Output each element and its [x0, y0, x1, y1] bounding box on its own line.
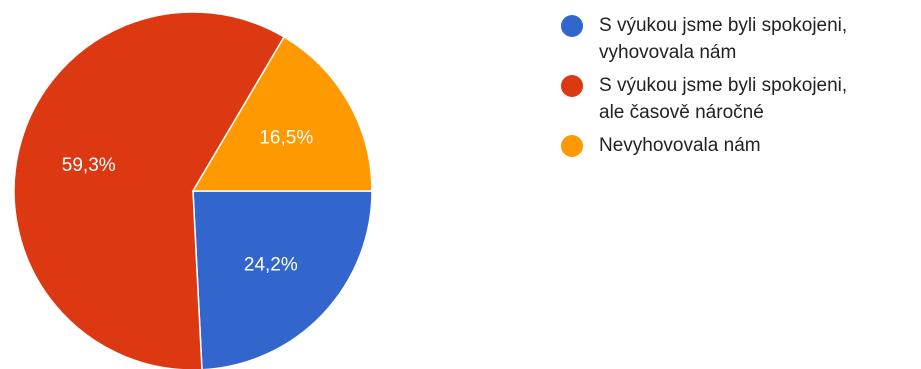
legend-item-spokojeni-narocne[interactable]: S výukou jsme byli spokojeni, ale časově… — [561, 72, 919, 126]
pie-slice-nevyhovovala[interactable] — [191, 35, 373, 192]
legend-swatch-red — [561, 75, 583, 97]
pie-slice-spokojeni-narocne[interactable] — [13, 11, 286, 369]
legend-label-line1: Nevyhovovala nám — [599, 135, 761, 156]
legend-label-line2: ale časově náročné — [599, 102, 764, 123]
legend-label: S výukou jsme byli spokojeni, ale časově… — [599, 72, 847, 126]
legend-label: S výukou jsme byli spokojeni, vyhovovala… — [599, 12, 847, 66]
legend-swatch-orange — [561, 135, 583, 157]
legend-label-line1: S výukou jsme byli spokojeni, — [599, 75, 848, 96]
pie-slice-value-label: 24,2% — [244, 255, 298, 276]
legend-item-nevyhovovala[interactable]: Nevyhovovala nám — [561, 132, 919, 159]
legend-swatch-blue — [561, 15, 583, 37]
legend-label-line1: S výukou jsme byli spokojeni, — [599, 15, 848, 36]
pie-slice-spokojeni-vyhovovala[interactable] — [192, 190, 373, 369]
pie-slice-value-label: 16,5% — [259, 127, 313, 148]
legend-label-line2: vyhovovala nám — [599, 42, 737, 63]
pie-slice-value-label: 59,3% — [62, 155, 116, 176]
pie-chart-plot: 24,2% 59,3% 16,5% — [13, 11, 373, 369]
legend-item-spokojeni-vyhovovala[interactable]: S výukou jsme byli spokojeni, vyhovovala… — [561, 12, 919, 66]
legend-label: Nevyhovovala nám — [599, 132, 761, 159]
legend: S výukou jsme byli spokojeni, vyhovovala… — [561, 12, 919, 165]
